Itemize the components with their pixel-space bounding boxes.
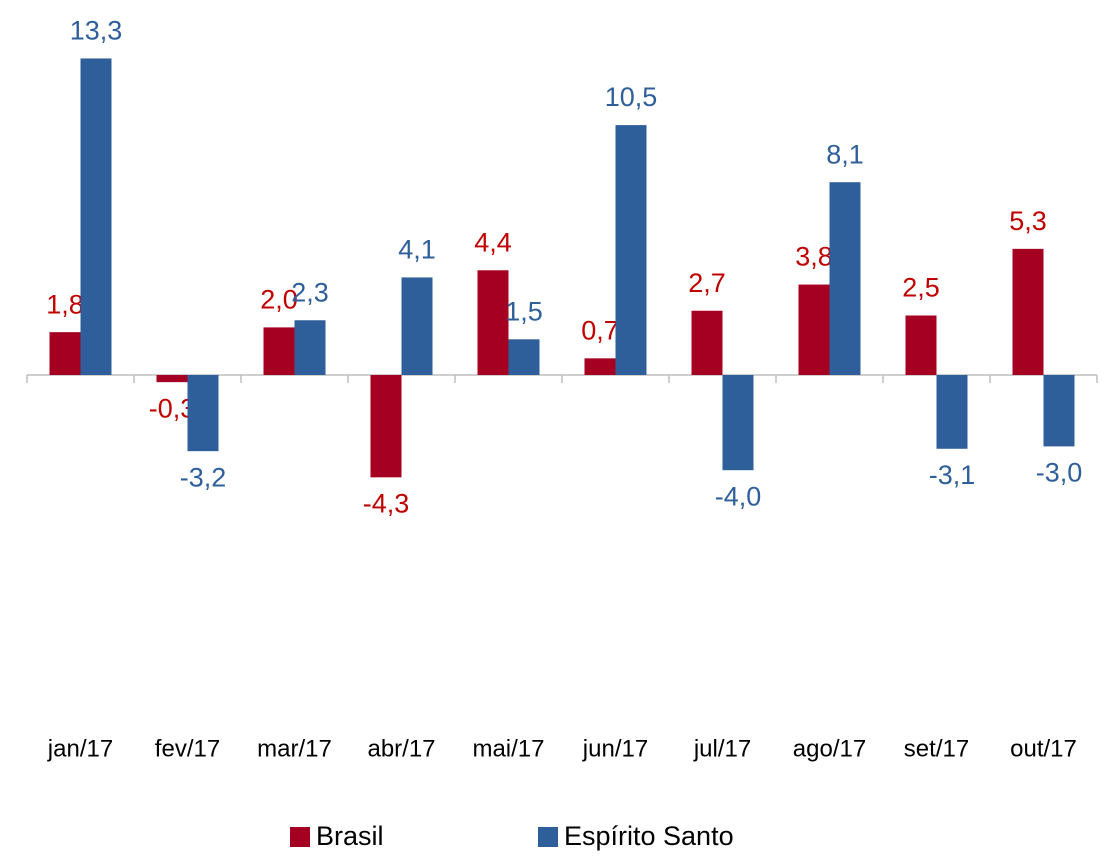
x-tick-label: jul/17 — [693, 735, 751, 762]
bar — [1043, 375, 1075, 447]
data-label: 3,8 — [795, 242, 833, 272]
legend-label: Espírito Santo — [564, 821, 734, 851]
x-tick-label: abr/17 — [367, 735, 435, 762]
x-tick-label: jan/17 — [47, 735, 113, 762]
data-label: -3,2 — [180, 462, 227, 492]
bar — [584, 358, 616, 375]
data-label: -4,0 — [715, 481, 762, 511]
bar — [187, 375, 219, 452]
bar — [477, 270, 509, 375]
bar — [508, 339, 540, 375]
x-tick-label: fev/17 — [155, 735, 220, 762]
data-label: -4,3 — [363, 488, 410, 518]
data-label: 10,5 — [605, 82, 658, 112]
x-tick-label: jun/17 — [582, 735, 648, 762]
data-label: -3,0 — [1036, 458, 1083, 488]
x-tick-label: set/17 — [904, 735, 969, 762]
data-label: 2,0 — [260, 285, 298, 315]
bar — [80, 58, 112, 376]
legend-swatch — [290, 827, 310, 847]
x-tick-label: ago/17 — [793, 735, 866, 762]
x-tick-label: mar/17 — [257, 735, 332, 762]
data-label: 4,4 — [474, 227, 512, 257]
bar — [49, 332, 81, 375]
bar — [615, 125, 647, 375]
bar — [401, 277, 433, 375]
bar — [798, 284, 830, 375]
bar — [156, 375, 188, 383]
bar — [829, 182, 861, 375]
legend-swatch — [538, 827, 558, 847]
x-tick-label: mai/17 — [472, 735, 544, 762]
bar — [936, 375, 968, 449]
data-label: 2,7 — [688, 268, 726, 298]
bar — [294, 320, 326, 375]
data-label: 4,1 — [398, 235, 436, 265]
bar — [263, 327, 295, 375]
bar — [905, 315, 937, 375]
legend-label: Brasil — [316, 821, 384, 851]
data-label: 2,3 — [291, 277, 329, 307]
x-tick-label: out/17 — [1010, 735, 1077, 762]
bar — [1012, 248, 1044, 375]
bar — [691, 310, 723, 375]
data-label: 0,7 — [581, 315, 619, 345]
data-label: 13,3 — [70, 16, 123, 46]
bar — [722, 375, 754, 471]
data-label: 2,5 — [902, 273, 940, 303]
data-label: 5,3 — [1009, 206, 1047, 236]
bar — [370, 375, 402, 478]
data-label: 8,1 — [826, 139, 864, 169]
data-label: 1,5 — [505, 296, 543, 326]
data-label: 1,8 — [46, 289, 84, 319]
data-label: -3,1 — [929, 460, 976, 490]
